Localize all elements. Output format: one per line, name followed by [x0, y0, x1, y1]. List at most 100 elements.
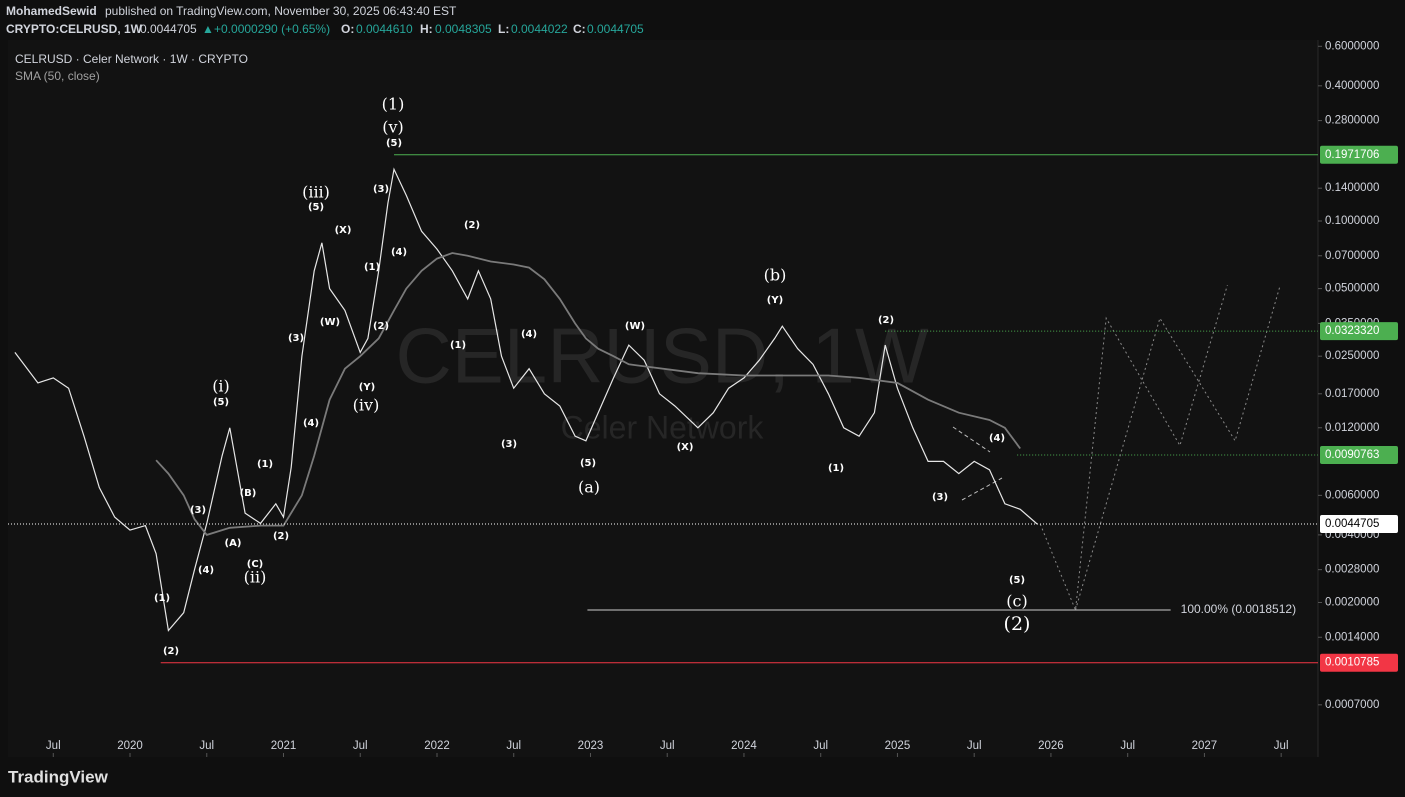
arrow: ▲ [202, 22, 214, 36]
wave-label: (5) [213, 397, 229, 408]
level-label: 0.0044705 [1325, 518, 1379, 530]
last: 0.0044705 [140, 22, 197, 36]
wave-label: (4) [303, 418, 319, 429]
wave-label: (4) [989, 433, 1005, 444]
wave-label: (5) [386, 138, 402, 149]
wave-label: (1) [257, 459, 273, 470]
y-tick-label: 0.0250000 [1325, 350, 1379, 362]
y-tick-label: 0.1400000 [1325, 182, 1379, 194]
x-tick-label: 2026 [1038, 740, 1064, 752]
wave-label: (3) [373, 184, 389, 195]
wave-label: (a) [578, 478, 600, 497]
y-tick-label: 0.0014000 [1325, 631, 1379, 643]
wave-label: (3) [190, 505, 206, 516]
y-tick-label: 0.0060000 [1325, 489, 1379, 501]
wave-label: (A) [225, 538, 242, 549]
x-tick-label: 2020 [117, 740, 143, 752]
wave-label: (1) [382, 95, 405, 114]
legend-indicator: SMA (50, close) [15, 69, 100, 83]
watermark-sub: Celer Network [561, 409, 765, 445]
y-tick-label: 0.0020000 [1325, 597, 1379, 609]
wave-label: (1) [828, 463, 844, 474]
wave-label: (5) [1009, 575, 1025, 586]
projection-line [1039, 284, 1228, 611]
x-tick-label: Jul [1120, 740, 1135, 752]
h-label: H: [420, 22, 433, 36]
x-tick-label: 2023 [578, 740, 604, 752]
wave-label: (Y) [767, 295, 783, 306]
wave-label: (c) [1006, 592, 1027, 611]
low: 0.0044022 [511, 22, 568, 36]
wave-label: (3) [932, 492, 948, 503]
wave-label: (4) [521, 329, 537, 340]
level-box [1320, 322, 1398, 341]
wave-label: (1) [364, 262, 380, 273]
x-tick-label: 2022 [424, 740, 450, 752]
wave-label: (X) [677, 442, 694, 453]
wave-label: (3) [501, 439, 517, 450]
quote: CRYPTO:CELRUSD, 1W 0.0044705 ▲ +0.000029… [6, 22, 644, 36]
wave-label: (W) [320, 317, 340, 328]
wave-label: (X) [335, 225, 352, 236]
wave-label: (2) [878, 315, 894, 326]
x-tick-label: Jul [353, 740, 368, 752]
x-tick-label: Jul [660, 740, 675, 752]
level-label: 0.1971706 [1325, 149, 1379, 161]
y-tick-label: 0.0120000 [1325, 422, 1379, 434]
projection-line [1075, 287, 1281, 611]
x-tick-label: Jul [506, 740, 521, 752]
wave-label: (4) [391, 247, 407, 258]
y-tick-label: 0.1000000 [1325, 215, 1379, 227]
fib-label: 100.00% (0.0018512) [1181, 602, 1296, 616]
x-tick-label: Jul [1274, 740, 1289, 752]
high: 0.0048305 [435, 22, 492, 36]
wave-label: (2) [464, 220, 480, 231]
sma-line [155, 252, 1021, 536]
x-tick-label: 2021 [271, 740, 297, 752]
wave-label: (Y) [359, 382, 375, 393]
y-tick-label: 0.0500000 [1325, 283, 1379, 295]
y-tick-label: 0.0170000 [1325, 388, 1379, 400]
brand: TradingView [8, 767, 109, 786]
published: published on TradingView.com, November 3… [105, 4, 457, 18]
change: +0.0000290 (+0.65%) [214, 22, 330, 36]
level-box [1320, 445, 1398, 464]
wave-label: (2) [163, 646, 179, 657]
triangle-line [952, 426, 991, 453]
wave-label: (B) [240, 488, 257, 499]
o-label: O: [341, 22, 354, 36]
close: 0.0044705 [587, 22, 644, 36]
price-line [14, 167, 1038, 632]
wave-label: (4) [198, 565, 214, 576]
y-tick-label: 0.2800000 [1325, 115, 1379, 127]
author: MohamedSewid [6, 4, 97, 18]
wave-label: (b) [764, 266, 787, 285]
open: 0.0044610 [356, 22, 413, 36]
x-tick-label: 2025 [885, 740, 911, 752]
wave-label: (2) [373, 321, 389, 332]
level-box [1320, 653, 1398, 672]
wave-label: (W) [625, 321, 645, 332]
wave-label: (ii) [244, 568, 267, 587]
plot-area [8, 40, 1318, 757]
symbol: CRYPTO:CELRUSD, 1W [6, 22, 143, 36]
y-tick-label: 0.6000000 [1325, 40, 1379, 52]
y-tick-label: 0.4000000 [1325, 80, 1379, 92]
wave-label: (i) [212, 377, 230, 396]
x-tick-label: Jul [199, 740, 214, 752]
l-label: L: [498, 22, 509, 36]
wave-label: (iii) [302, 183, 330, 202]
level-box [1320, 515, 1398, 534]
x-tick-label: Jul [813, 740, 828, 752]
wave-label: (5) [308, 202, 324, 213]
x-tick-label: 2024 [731, 740, 757, 752]
wave-label: (v) [382, 118, 404, 137]
level-box [1320, 145, 1398, 164]
wave-label: (1) [154, 593, 170, 604]
c-label: C: [573, 22, 586, 36]
level-label: 0.0090763 [1325, 449, 1379, 461]
wave-label: (2) [1004, 613, 1031, 635]
x-tick-label: Jul [46, 740, 61, 752]
wave-label: (3) [288, 333, 304, 344]
level-label: 0.0323320 [1325, 325, 1379, 337]
